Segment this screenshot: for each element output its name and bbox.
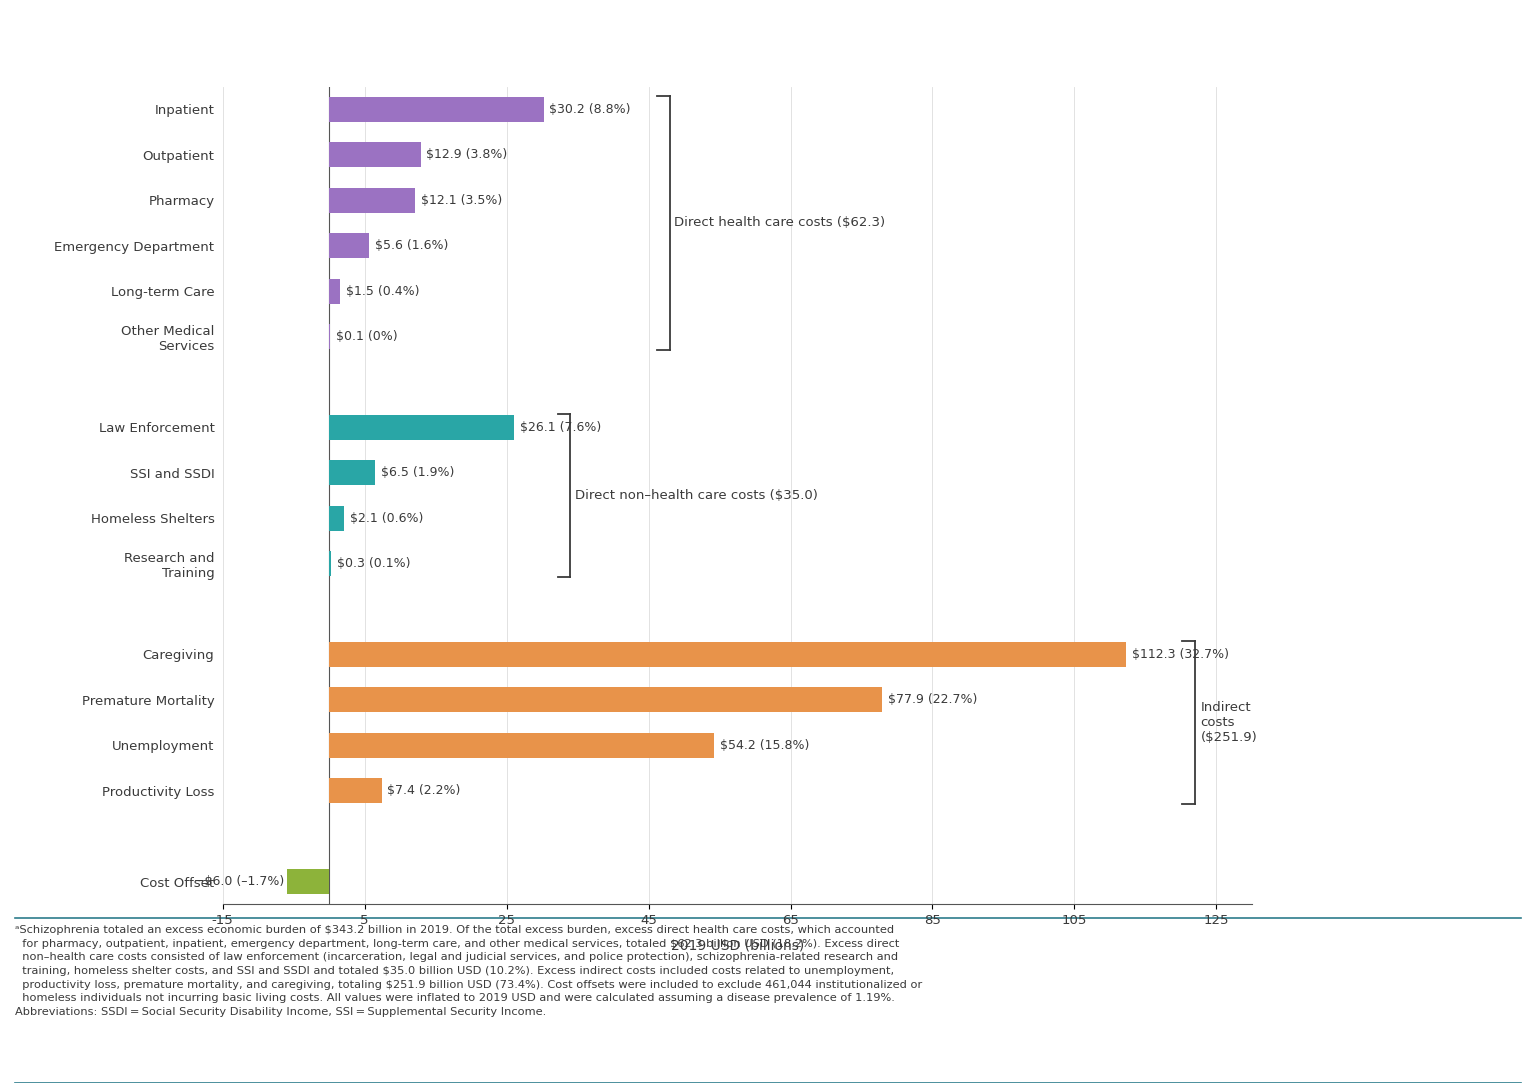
Text: $0.1 (0%): $0.1 (0%) (335, 330, 398, 343)
Text: ᵃSchizophrenia totaled an excess economic burden of $343.2 billion in 2019. Of t: ᵃSchizophrenia totaled an excess economi… (15, 925, 923, 1017)
Text: $30.2 (8.8%): $30.2 (8.8%) (550, 103, 631, 116)
Bar (329, 506, 344, 531)
Text: $0.3 (0.1%): $0.3 (0.1%) (336, 557, 410, 570)
Bar (329, 187, 415, 212)
Bar (329, 142, 421, 167)
Text: Indirect
costs
($251.9): Indirect costs ($251.9) (1201, 701, 1258, 744)
Bar (329, 460, 375, 485)
Text: Direct health care costs ($62.3): Direct health care costs ($62.3) (674, 217, 885, 230)
Bar (329, 233, 369, 258)
Text: $6.5 (1.9%): $6.5 (1.9%) (381, 467, 455, 480)
Bar (287, 869, 329, 895)
Text: $2.1 (0.6%): $2.1 (0.6%) (350, 511, 422, 524)
Text: $77.9 (22.7%): $77.9 (22.7%) (888, 693, 977, 706)
Text: $112.3 (32.7%): $112.3 (32.7%) (1132, 648, 1229, 661)
Bar (329, 415, 515, 440)
Text: $1.5 (0.4%): $1.5 (0.4%) (346, 285, 419, 298)
Bar (329, 733, 714, 758)
Bar (329, 96, 544, 122)
Bar (329, 688, 882, 713)
Text: $54.2 (15.8%): $54.2 (15.8%) (719, 739, 809, 752)
Text: −$6.0 (–1.7%): −$6.0 (–1.7%) (194, 875, 284, 888)
Text: Figure 1. Distribution of Excess Total Costs of Schizophrenia in the United Stat: Figure 1. Distribution of Excess Total C… (15, 26, 966, 44)
Text: $12.1 (3.5%): $12.1 (3.5%) (421, 194, 502, 207)
X-axis label: 2019 USD (billions): 2019 USD (billions) (671, 938, 803, 952)
Bar (329, 642, 1126, 667)
Bar (329, 278, 339, 303)
Text: $26.1 (7.6%): $26.1 (7.6%) (521, 421, 602, 434)
Text: $7.4 (2.2%): $7.4 (2.2%) (387, 784, 461, 797)
Text: Direct non–health care costs ($35.0): Direct non–health care costs ($35.0) (574, 488, 817, 503)
Bar (329, 779, 382, 804)
Text: $12.9 (3.8%): $12.9 (3.8%) (427, 148, 508, 161)
Text: $5.6 (1.6%): $5.6 (1.6%) (375, 239, 449, 252)
Bar (329, 551, 332, 576)
